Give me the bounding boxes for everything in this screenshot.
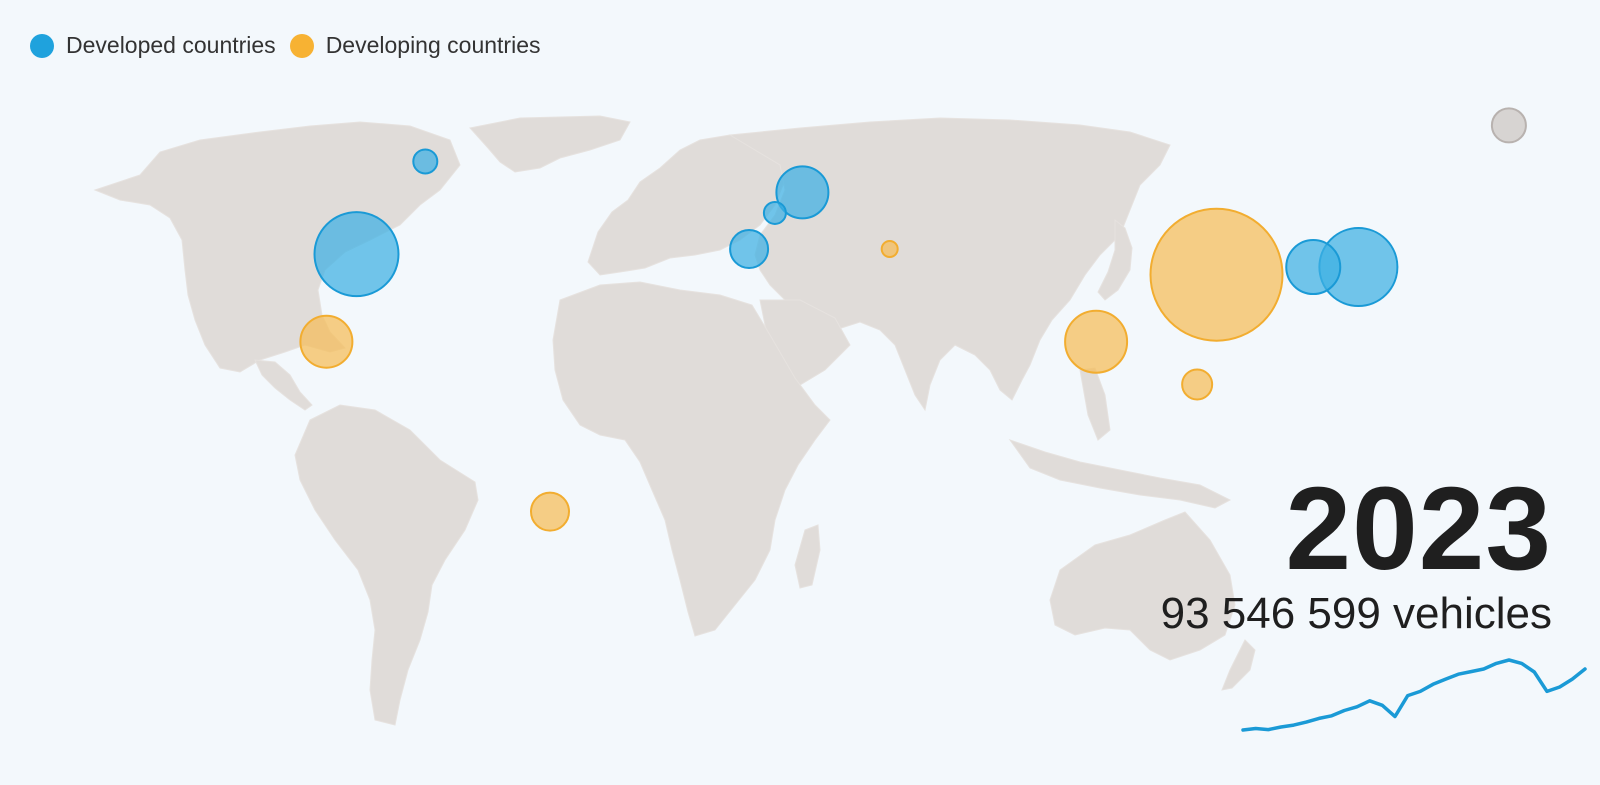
africa-shape [552, 281, 831, 637]
bubble-mexico[interactable] [299, 314, 354, 369]
bubble-china[interactable] [1149, 207, 1284, 342]
trend-sparkline [1241, 658, 1587, 732]
new-zealand-shape [1221, 639, 1256, 691]
australia-shape [1049, 511, 1236, 661]
asia-shape [728, 117, 1171, 412]
total-vehicles-label: 93 546 599 vehicles [1160, 589, 1552, 638]
developed-dot-icon [30, 33, 54, 58]
bubble-others[interactable] [1490, 107, 1527, 144]
madagascar-shape [794, 524, 821, 589]
land-masses [93, 115, 1256, 726]
bubble-france[interactable] [762, 200, 787, 225]
legend-label-developing: Developing countries [325, 32, 541, 58]
trend-line [1241, 658, 1587, 732]
year-label: 2023 [1285, 463, 1552, 595]
north-america-shape [93, 121, 461, 373]
bubble-thailand[interactable] [1181, 368, 1214, 401]
country-bubbles [299, 107, 1527, 532]
legend: Developed countries Developing countries [30, 32, 540, 59]
bubble-united-states[interactable] [313, 211, 400, 298]
legend-item-developed[interactable]: Developed countries [30, 32, 276, 59]
developing-dot-icon [289, 33, 314, 58]
indonesia-shape [1008, 439, 1232, 509]
bubble-germany[interactable] [775, 165, 830, 220]
bubble-brazil[interactable] [530, 491, 570, 532]
philippines-shape [1079, 367, 1111, 441]
bubble-turkey[interactable] [880, 240, 899, 258]
legend-label-developed: Developed countries [66, 32, 276, 58]
bubble-spain[interactable] [729, 229, 770, 269]
bubble-south-korea[interactable] [1285, 239, 1342, 296]
bubble-india[interactable] [1064, 309, 1129, 374]
central-america-shape [254, 359, 313, 411]
greenland-shape [469, 115, 631, 173]
legend-item-developing[interactable]: Developing countries [289, 32, 541, 59]
south-america-shape [294, 404, 479, 726]
japan-shape [1097, 218, 1133, 301]
bubble-canada[interactable] [412, 148, 439, 175]
